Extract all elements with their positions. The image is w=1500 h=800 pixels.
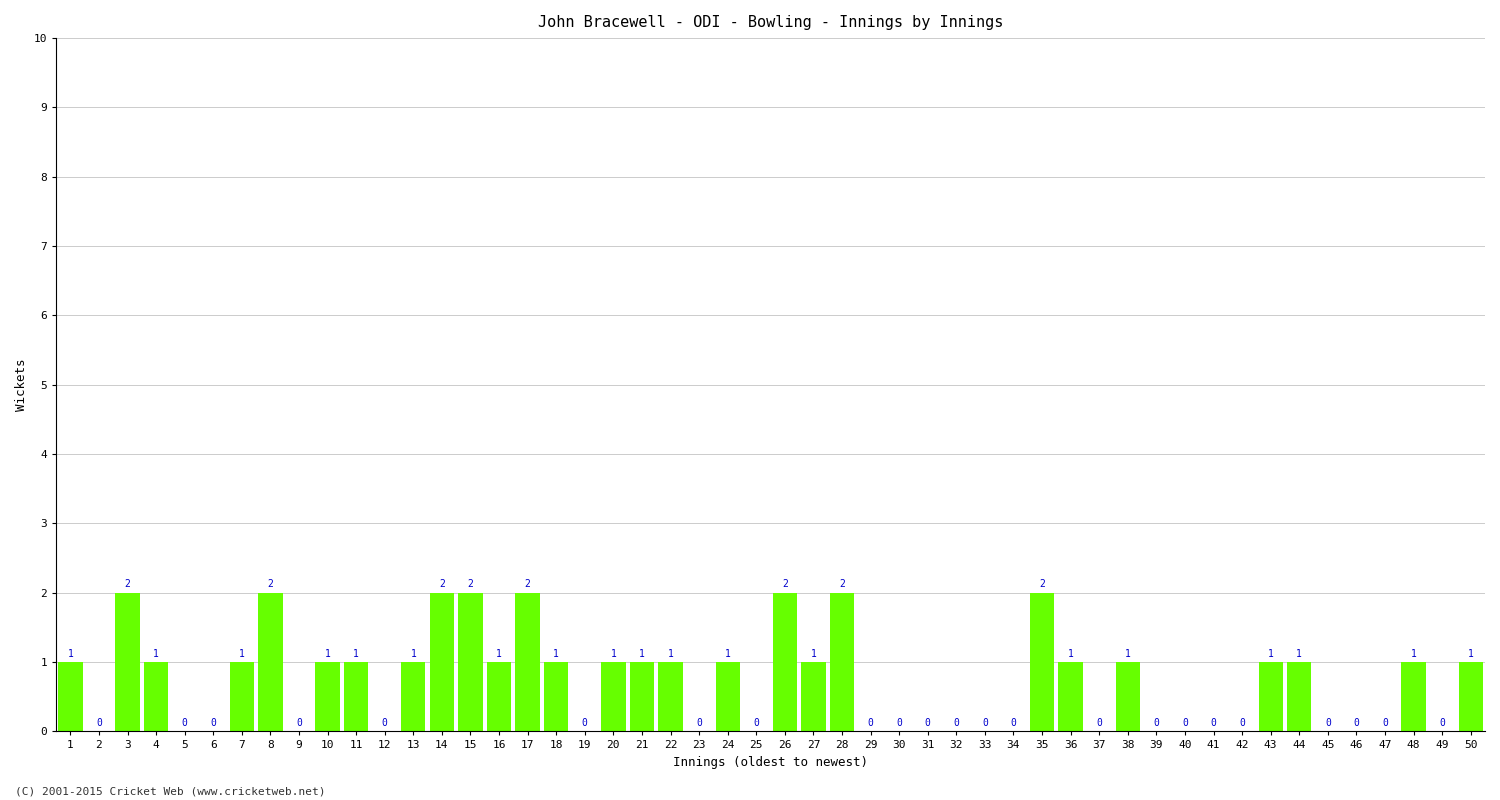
Text: 1: 1 bbox=[1410, 649, 1416, 658]
Bar bbox=[429, 593, 454, 731]
Text: 0: 0 bbox=[1096, 718, 1102, 728]
Text: 1: 1 bbox=[668, 649, 674, 658]
Bar bbox=[630, 662, 654, 731]
Text: 2: 2 bbox=[124, 579, 130, 590]
Bar bbox=[801, 662, 825, 731]
Bar bbox=[1116, 662, 1140, 731]
Text: 2: 2 bbox=[839, 579, 844, 590]
Text: 2: 2 bbox=[782, 579, 788, 590]
Bar bbox=[602, 662, 625, 731]
Text: 0: 0 bbox=[182, 718, 188, 728]
Text: 1: 1 bbox=[1268, 649, 1274, 658]
Bar bbox=[459, 593, 483, 731]
Text: 0: 0 bbox=[382, 718, 387, 728]
Text: 1: 1 bbox=[324, 649, 330, 658]
Bar bbox=[516, 593, 540, 731]
Text: 1: 1 bbox=[68, 649, 74, 658]
X-axis label: Innings (oldest to newest): Innings (oldest to newest) bbox=[674, 756, 868, 769]
Bar bbox=[1458, 662, 1484, 731]
Text: 2: 2 bbox=[525, 579, 531, 590]
Text: 1: 1 bbox=[724, 649, 730, 658]
Text: 2: 2 bbox=[440, 579, 446, 590]
Text: 1: 1 bbox=[1068, 649, 1074, 658]
Bar bbox=[116, 593, 140, 731]
Text: 1: 1 bbox=[639, 649, 645, 658]
Bar bbox=[1258, 662, 1282, 731]
Text: 1: 1 bbox=[610, 649, 616, 658]
Text: 0: 0 bbox=[96, 718, 102, 728]
Text: 0: 0 bbox=[1210, 718, 1216, 728]
Text: 1: 1 bbox=[352, 649, 358, 658]
Text: 2: 2 bbox=[468, 579, 474, 590]
Bar bbox=[230, 662, 254, 731]
Text: 0: 0 bbox=[753, 718, 759, 728]
Bar bbox=[1401, 662, 1425, 731]
Text: 2: 2 bbox=[267, 579, 273, 590]
Bar bbox=[830, 593, 854, 731]
Text: 1: 1 bbox=[238, 649, 244, 658]
Text: 0: 0 bbox=[1239, 718, 1245, 728]
Text: (C) 2001-2015 Cricket Web (www.cricketweb.net): (C) 2001-2015 Cricket Web (www.cricketwe… bbox=[15, 786, 326, 796]
Bar bbox=[772, 593, 796, 731]
Text: 0: 0 bbox=[1182, 718, 1188, 728]
Bar bbox=[716, 662, 740, 731]
Text: 0: 0 bbox=[982, 718, 988, 728]
Text: 0: 0 bbox=[582, 718, 588, 728]
Text: 1: 1 bbox=[153, 649, 159, 658]
Text: 0: 0 bbox=[296, 718, 302, 728]
Text: 1: 1 bbox=[554, 649, 560, 658]
Bar bbox=[1030, 593, 1054, 731]
Text: 1: 1 bbox=[1125, 649, 1131, 658]
Text: 0: 0 bbox=[954, 718, 958, 728]
Text: 0: 0 bbox=[1154, 718, 1160, 728]
Bar bbox=[258, 593, 282, 731]
Bar bbox=[544, 662, 568, 731]
Text: 0: 0 bbox=[1011, 718, 1017, 728]
Y-axis label: Wickets: Wickets bbox=[15, 358, 28, 411]
Bar bbox=[400, 662, 426, 731]
Text: 1: 1 bbox=[810, 649, 816, 658]
Text: 0: 0 bbox=[210, 718, 216, 728]
Bar bbox=[1287, 662, 1311, 731]
Bar bbox=[488, 662, 512, 731]
Text: 2: 2 bbox=[1040, 579, 1046, 590]
Bar bbox=[1059, 662, 1083, 731]
Bar bbox=[658, 662, 682, 731]
Text: 0: 0 bbox=[1353, 718, 1359, 728]
Bar bbox=[144, 662, 168, 731]
Text: 1: 1 bbox=[1296, 649, 1302, 658]
Text: 0: 0 bbox=[1438, 718, 1444, 728]
Text: 1: 1 bbox=[411, 649, 416, 658]
Bar bbox=[344, 662, 369, 731]
Text: 1: 1 bbox=[496, 649, 502, 658]
Bar bbox=[315, 662, 339, 731]
Bar bbox=[58, 662, 82, 731]
Text: 0: 0 bbox=[1324, 718, 1330, 728]
Title: John Bracewell - ODI - Bowling - Innings by Innings: John Bracewell - ODI - Bowling - Innings… bbox=[538, 15, 1004, 30]
Text: 0: 0 bbox=[867, 718, 873, 728]
Text: 1: 1 bbox=[1468, 649, 1473, 658]
Text: 0: 0 bbox=[1382, 718, 1388, 728]
Text: 0: 0 bbox=[926, 718, 930, 728]
Text: 0: 0 bbox=[896, 718, 902, 728]
Text: 0: 0 bbox=[696, 718, 702, 728]
